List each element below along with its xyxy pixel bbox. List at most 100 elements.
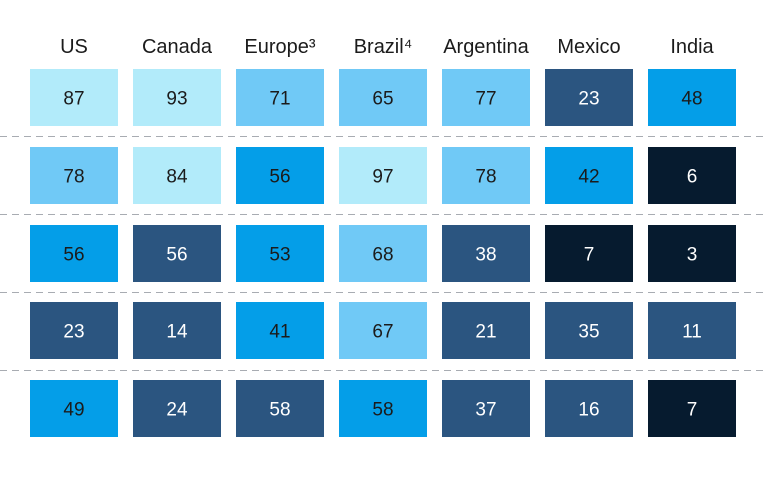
heatmap-cell-value: 11 [682, 322, 702, 343]
heatmap-cell: 58 [236, 380, 324, 437]
heatmap-cell-rect [133, 147, 221, 204]
heatmap-cell: 68 [339, 225, 427, 282]
heatmap-cell-value: 14 [166, 322, 188, 343]
heatmap-cell-rect [30, 225, 118, 282]
heatmap-cell-rect [236, 302, 324, 359]
heatmap-cell-value: 87 [63, 89, 84, 110]
heatmap-cell: 56 [236, 147, 324, 204]
heatmap-cell-value: 78 [63, 167, 84, 188]
heatmap-cell: 7 [648, 380, 736, 437]
heatmap-cell: 84 [133, 147, 221, 204]
column-header-1: Canada [142, 36, 213, 58]
heatmap-cell-rect [133, 69, 221, 126]
heatmap-cell-value: 56 [63, 245, 84, 266]
heatmap-cell: 65 [339, 69, 427, 126]
heatmap-cell-rect [545, 147, 633, 204]
heatmap-cell: 93 [133, 69, 221, 126]
heatmap-cell-rect [339, 302, 427, 359]
heatmap-cell: 48 [648, 69, 736, 126]
heatmap-cell-value: 65 [372, 89, 393, 110]
heatmap-cell-rect [545, 380, 633, 437]
heatmap-cell-value: 7 [584, 245, 595, 266]
heatmap-cell: 14 [133, 302, 221, 359]
column-header-2: Europe³ [244, 36, 315, 58]
heatmap-cells: 87 93 71 65 77 23 48 78 84 56 97 78 42 6 56 56 53 68 38 7 3 2… [30, 69, 736, 437]
heatmap-cell: 23 [545, 69, 633, 126]
heatmap-cell-value: 37 [475, 400, 496, 421]
heatmap-cell-rect [648, 302, 736, 359]
heatmap-cell-value: 58 [372, 400, 393, 421]
row-dividers [0, 136, 767, 371]
heatmap-cell-value: 24 [166, 400, 188, 421]
heatmap-cell-value: 56 [269, 167, 290, 188]
heatmap-cell: 41 [236, 302, 324, 359]
column-header-5: Mexico [557, 36, 620, 58]
heatmap-cell: 56 [133, 225, 221, 282]
heatmap-cell: 37 [442, 380, 530, 437]
heatmap-cell-rect [545, 69, 633, 126]
heatmap-cell-value: 77 [475, 89, 496, 110]
heatmap-cell: 38 [442, 225, 530, 282]
heatmap-cell-value: 53 [269, 245, 290, 266]
heatmap-cell: 21 [442, 302, 530, 359]
heatmap-cell-rect [236, 69, 324, 126]
heatmap-cell-rect [133, 225, 221, 282]
heatmap-cell-rect [236, 225, 324, 282]
heatmap-cell: 49 [30, 380, 118, 437]
heatmap-cell-rect [648, 147, 736, 204]
heatmap-cell-rect [339, 380, 427, 437]
heatmap-cell-rect [133, 302, 221, 359]
heatmap-cell-value: 93 [166, 89, 187, 110]
heatmap-cell-value: 78 [475, 167, 496, 188]
heatmap-cell-rect [442, 147, 530, 204]
heatmap-cell-value: 49 [63, 400, 84, 421]
column-headers: US Canada Europe³ Brazil⁴ Argentina Mexico Ind… [60, 36, 714, 58]
heatmap-cell-rect [30, 380, 118, 437]
heatmap-cell: 11 [648, 302, 736, 359]
heatmap-cell: 23 [30, 302, 118, 359]
heatmap-cell-rect [339, 69, 427, 126]
heatmap-cell-rect [545, 225, 633, 282]
heatmap-cell-value: 71 [269, 89, 290, 110]
heatmap-cell-rect [648, 225, 736, 282]
heatmap-cell: 6 [648, 147, 736, 204]
heatmap-cell-value: 84 [166, 167, 188, 188]
heatmap-cell: 3 [648, 225, 736, 282]
heatmap-cell: 42 [545, 147, 633, 204]
heatmap-cell-value: 21 [475, 322, 496, 343]
heatmap-cell: 67 [339, 302, 427, 359]
heatmap-cell-rect [545, 302, 633, 359]
heatmap-cell-value: 42 [578, 167, 599, 188]
heatmap-cell: 56 [30, 225, 118, 282]
heatmap-cell-value: 35 [578, 322, 599, 343]
heatmap-cell: 35 [545, 302, 633, 359]
heatmap-cell: 16 [545, 380, 633, 437]
heatmap-cell-value: 23 [578, 89, 599, 110]
heatmap-cell: 71 [236, 69, 324, 126]
heatmap-cell-rect [339, 147, 427, 204]
heatmap-cell: 78 [30, 147, 118, 204]
heatmap-cell-rect [133, 380, 221, 437]
heatmap-cell: 78 [442, 147, 530, 204]
heatmap-cell-value: 6 [687, 167, 698, 188]
heatmap-cell-rect [648, 69, 736, 126]
heatmap-cell-value: 58 [269, 400, 290, 421]
heatmap-cell-value: 56 [166, 245, 187, 266]
heatmap-cell-rect [236, 147, 324, 204]
heatmap-cell: 87 [30, 69, 118, 126]
heatmap-cell-rect [30, 69, 118, 126]
heatmap-cell-rect [30, 302, 118, 359]
heatmap-cell: 7 [545, 225, 633, 282]
column-header-3: Brazil⁴ [354, 36, 413, 58]
heatmap-cell-value: 67 [372, 322, 393, 343]
heatmap-cell-rect [648, 380, 736, 437]
heatmap-cell-value: 38 [475, 245, 496, 266]
heatmap-cell-rect [442, 69, 530, 126]
heatmap-cell-value: 3 [687, 245, 698, 266]
heatmap-cell-value: 48 [681, 89, 702, 110]
heatmap-cell-value: 41 [269, 322, 290, 343]
heatmap-cell: 24 [133, 380, 221, 437]
heatmap-cell: 53 [236, 225, 324, 282]
heatmap-cell-rect [236, 380, 324, 437]
